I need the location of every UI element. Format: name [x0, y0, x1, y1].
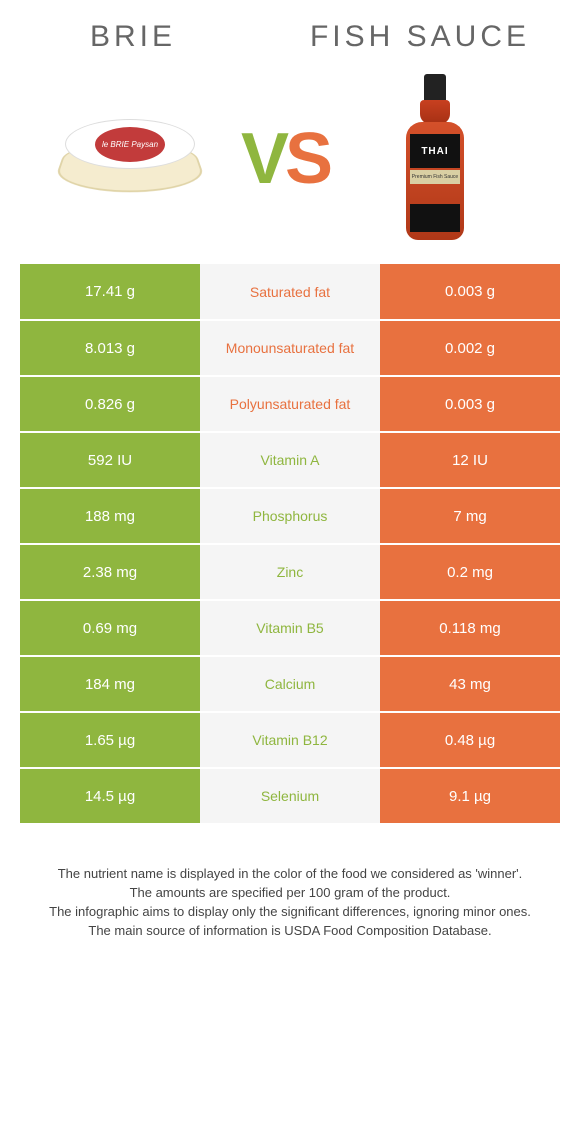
cell-nutrient-label: Selenium — [200, 768, 380, 824]
brie-icon: le BRIE Paysan — [60, 109, 210, 209]
fish-sauce-icon: THAI Premium Fish Sauce — [400, 74, 470, 244]
cell-left-value: 17.41 g — [20, 264, 200, 320]
cell-left-value: 592 IU — [20, 432, 200, 488]
bottle-sublabel: Premium Fish Sauce — [410, 170, 460, 184]
cell-left-value: 188 mg — [20, 488, 200, 544]
cell-right-value: 0.003 g — [380, 376, 560, 432]
cell-right-value: 0.118 mg — [380, 600, 560, 656]
cell-nutrient-label: Calcium — [200, 656, 380, 712]
vs-v: V — [241, 119, 285, 199]
title-right: FISH SAUCE — [310, 20, 530, 54]
cell-nutrient-label: Polyunsaturated fat — [200, 376, 380, 432]
cell-left-value: 2.38 mg — [20, 544, 200, 600]
brie-label-text: le BRIE Paysan — [95, 127, 165, 162]
cell-left-value: 0.826 g — [20, 376, 200, 432]
footnote-line: The infographic aims to display only the… — [30, 903, 550, 922]
cell-right-value: 0.48 µg — [380, 712, 560, 768]
table-row: 17.41 gSaturated fat0.003 g — [20, 264, 560, 320]
infographic-root: BRIE FISH SAUCE le BRIE Paysan VS THAI P… — [0, 0, 580, 940]
table-row: 184 mgCalcium43 mg — [20, 656, 560, 712]
cell-right-value: 7 mg — [380, 488, 560, 544]
product-left-image: le BRIE Paysan — [55, 109, 215, 209]
table-row: 8.013 gMonounsaturated fat0.002 g — [20, 320, 560, 376]
vs-text: VS — [241, 118, 329, 200]
cell-right-value: 0.002 g — [380, 320, 560, 376]
nutrient-table: 17.41 gSaturated fat0.003 g8.013 gMonoun… — [20, 264, 560, 825]
table-row: 1.65 µgVitamin B120.48 µg — [20, 712, 560, 768]
hero-row: le BRIE Paysan VS THAI Premium Fish Sauc… — [10, 64, 570, 264]
title-row: BRIE FISH SAUCE — [10, 0, 570, 64]
cell-nutrient-label: Vitamin B5 — [200, 600, 380, 656]
table-row: 0.69 mgVitamin B50.118 mg — [20, 600, 560, 656]
cell-right-value: 9.1 µg — [380, 768, 560, 824]
cell-nutrient-label: Vitamin A — [200, 432, 380, 488]
table-row: 592 IUVitamin A12 IU — [20, 432, 560, 488]
cell-nutrient-label: Zinc — [200, 544, 380, 600]
cell-nutrient-label: Saturated fat — [200, 264, 380, 320]
product-right-image: THAI Premium Fish Sauce — [355, 74, 515, 244]
bottle-brand: THAI — [410, 134, 460, 168]
footnotes: The nutrient name is displayed in the co… — [30, 865, 550, 940]
footnote-line: The main source of information is USDA F… — [30, 922, 550, 941]
title-left: BRIE — [90, 20, 176, 54]
cell-left-value: 8.013 g — [20, 320, 200, 376]
vs-s: S — [285, 119, 329, 199]
cell-right-value: 43 mg — [380, 656, 560, 712]
table-row: 2.38 mgZinc0.2 mg — [20, 544, 560, 600]
footnote-line: The nutrient name is displayed in the co… — [30, 865, 550, 884]
cell-nutrient-label: Phosphorus — [200, 488, 380, 544]
table-row: 14.5 µgSelenium9.1 µg — [20, 768, 560, 824]
cell-left-value: 0.69 mg — [20, 600, 200, 656]
table-row: 0.826 gPolyunsaturated fat0.003 g — [20, 376, 560, 432]
cell-nutrient-label: Vitamin B12 — [200, 712, 380, 768]
table-row: 188 mgPhosphorus7 mg — [20, 488, 560, 544]
cell-left-value: 14.5 µg — [20, 768, 200, 824]
cell-left-value: 1.65 µg — [20, 712, 200, 768]
nutrient-tbody: 17.41 gSaturated fat0.003 g8.013 gMonoun… — [20, 264, 560, 824]
cell-right-value: 0.003 g — [380, 264, 560, 320]
cell-nutrient-label: Monounsaturated fat — [200, 320, 380, 376]
footnote-line: The amounts are specified per 100 gram o… — [30, 884, 550, 903]
cell-right-value: 12 IU — [380, 432, 560, 488]
cell-left-value: 184 mg — [20, 656, 200, 712]
cell-right-value: 0.2 mg — [380, 544, 560, 600]
